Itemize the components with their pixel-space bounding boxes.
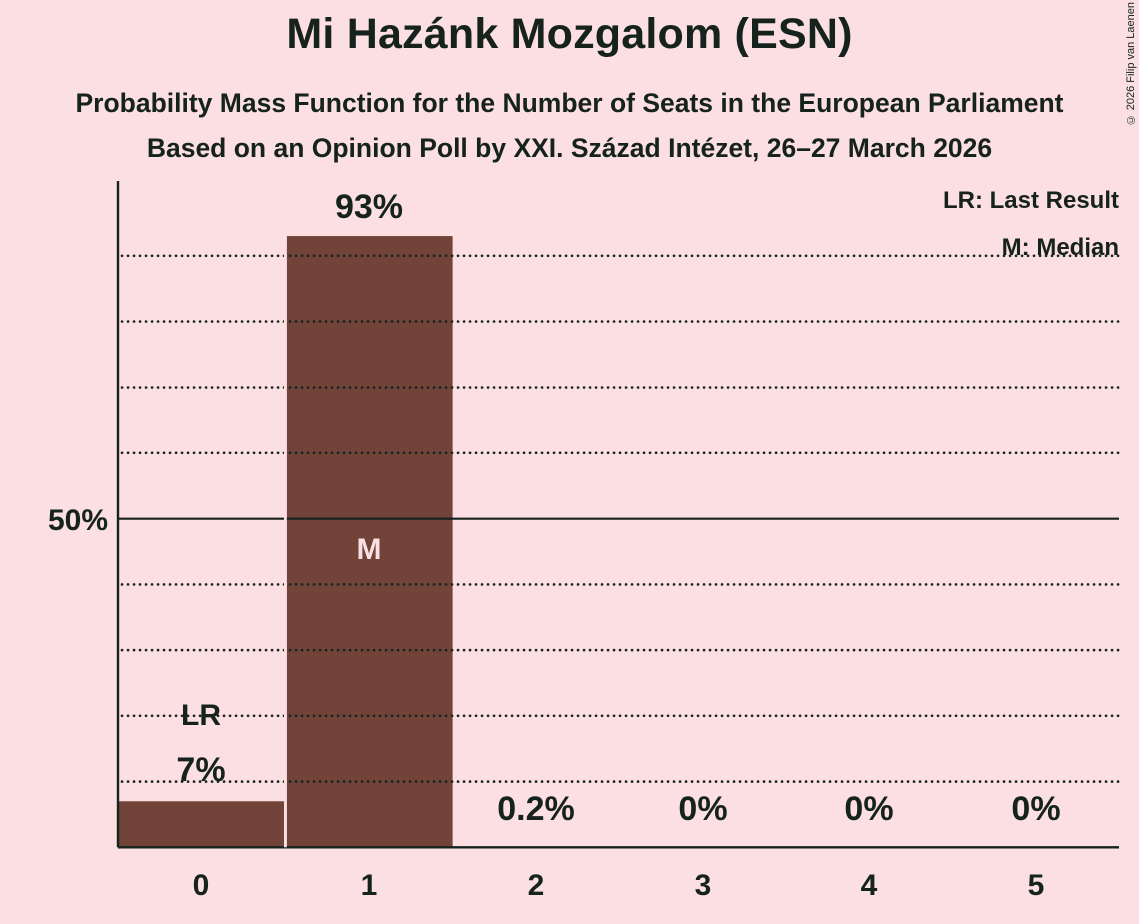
- svg-text:50%: 50%: [48, 504, 108, 537]
- svg-text:0%: 0%: [678, 790, 727, 828]
- svg-text:0%: 0%: [1011, 790, 1060, 828]
- svg-text:LR: Last Result: LR: Last Result: [943, 187, 1119, 214]
- svg-text:LR: LR: [181, 699, 221, 732]
- svg-text:0%: 0%: [844, 790, 893, 828]
- svg-text:5: 5: [1028, 869, 1045, 902]
- svg-text:4: 4: [861, 869, 878, 902]
- svg-text:0: 0: [193, 869, 210, 902]
- svg-text:1: 1: [361, 869, 378, 902]
- svg-text:2: 2: [528, 869, 545, 902]
- svg-text:93%: 93%: [335, 188, 403, 226]
- svg-text:M: Median: M: Median: [1002, 234, 1119, 261]
- svg-text:3: 3: [695, 869, 712, 902]
- svg-text:M: M: [357, 533, 382, 566]
- svg-text:7%: 7%: [176, 751, 225, 789]
- svg-text:0.2%: 0.2%: [497, 790, 575, 828]
